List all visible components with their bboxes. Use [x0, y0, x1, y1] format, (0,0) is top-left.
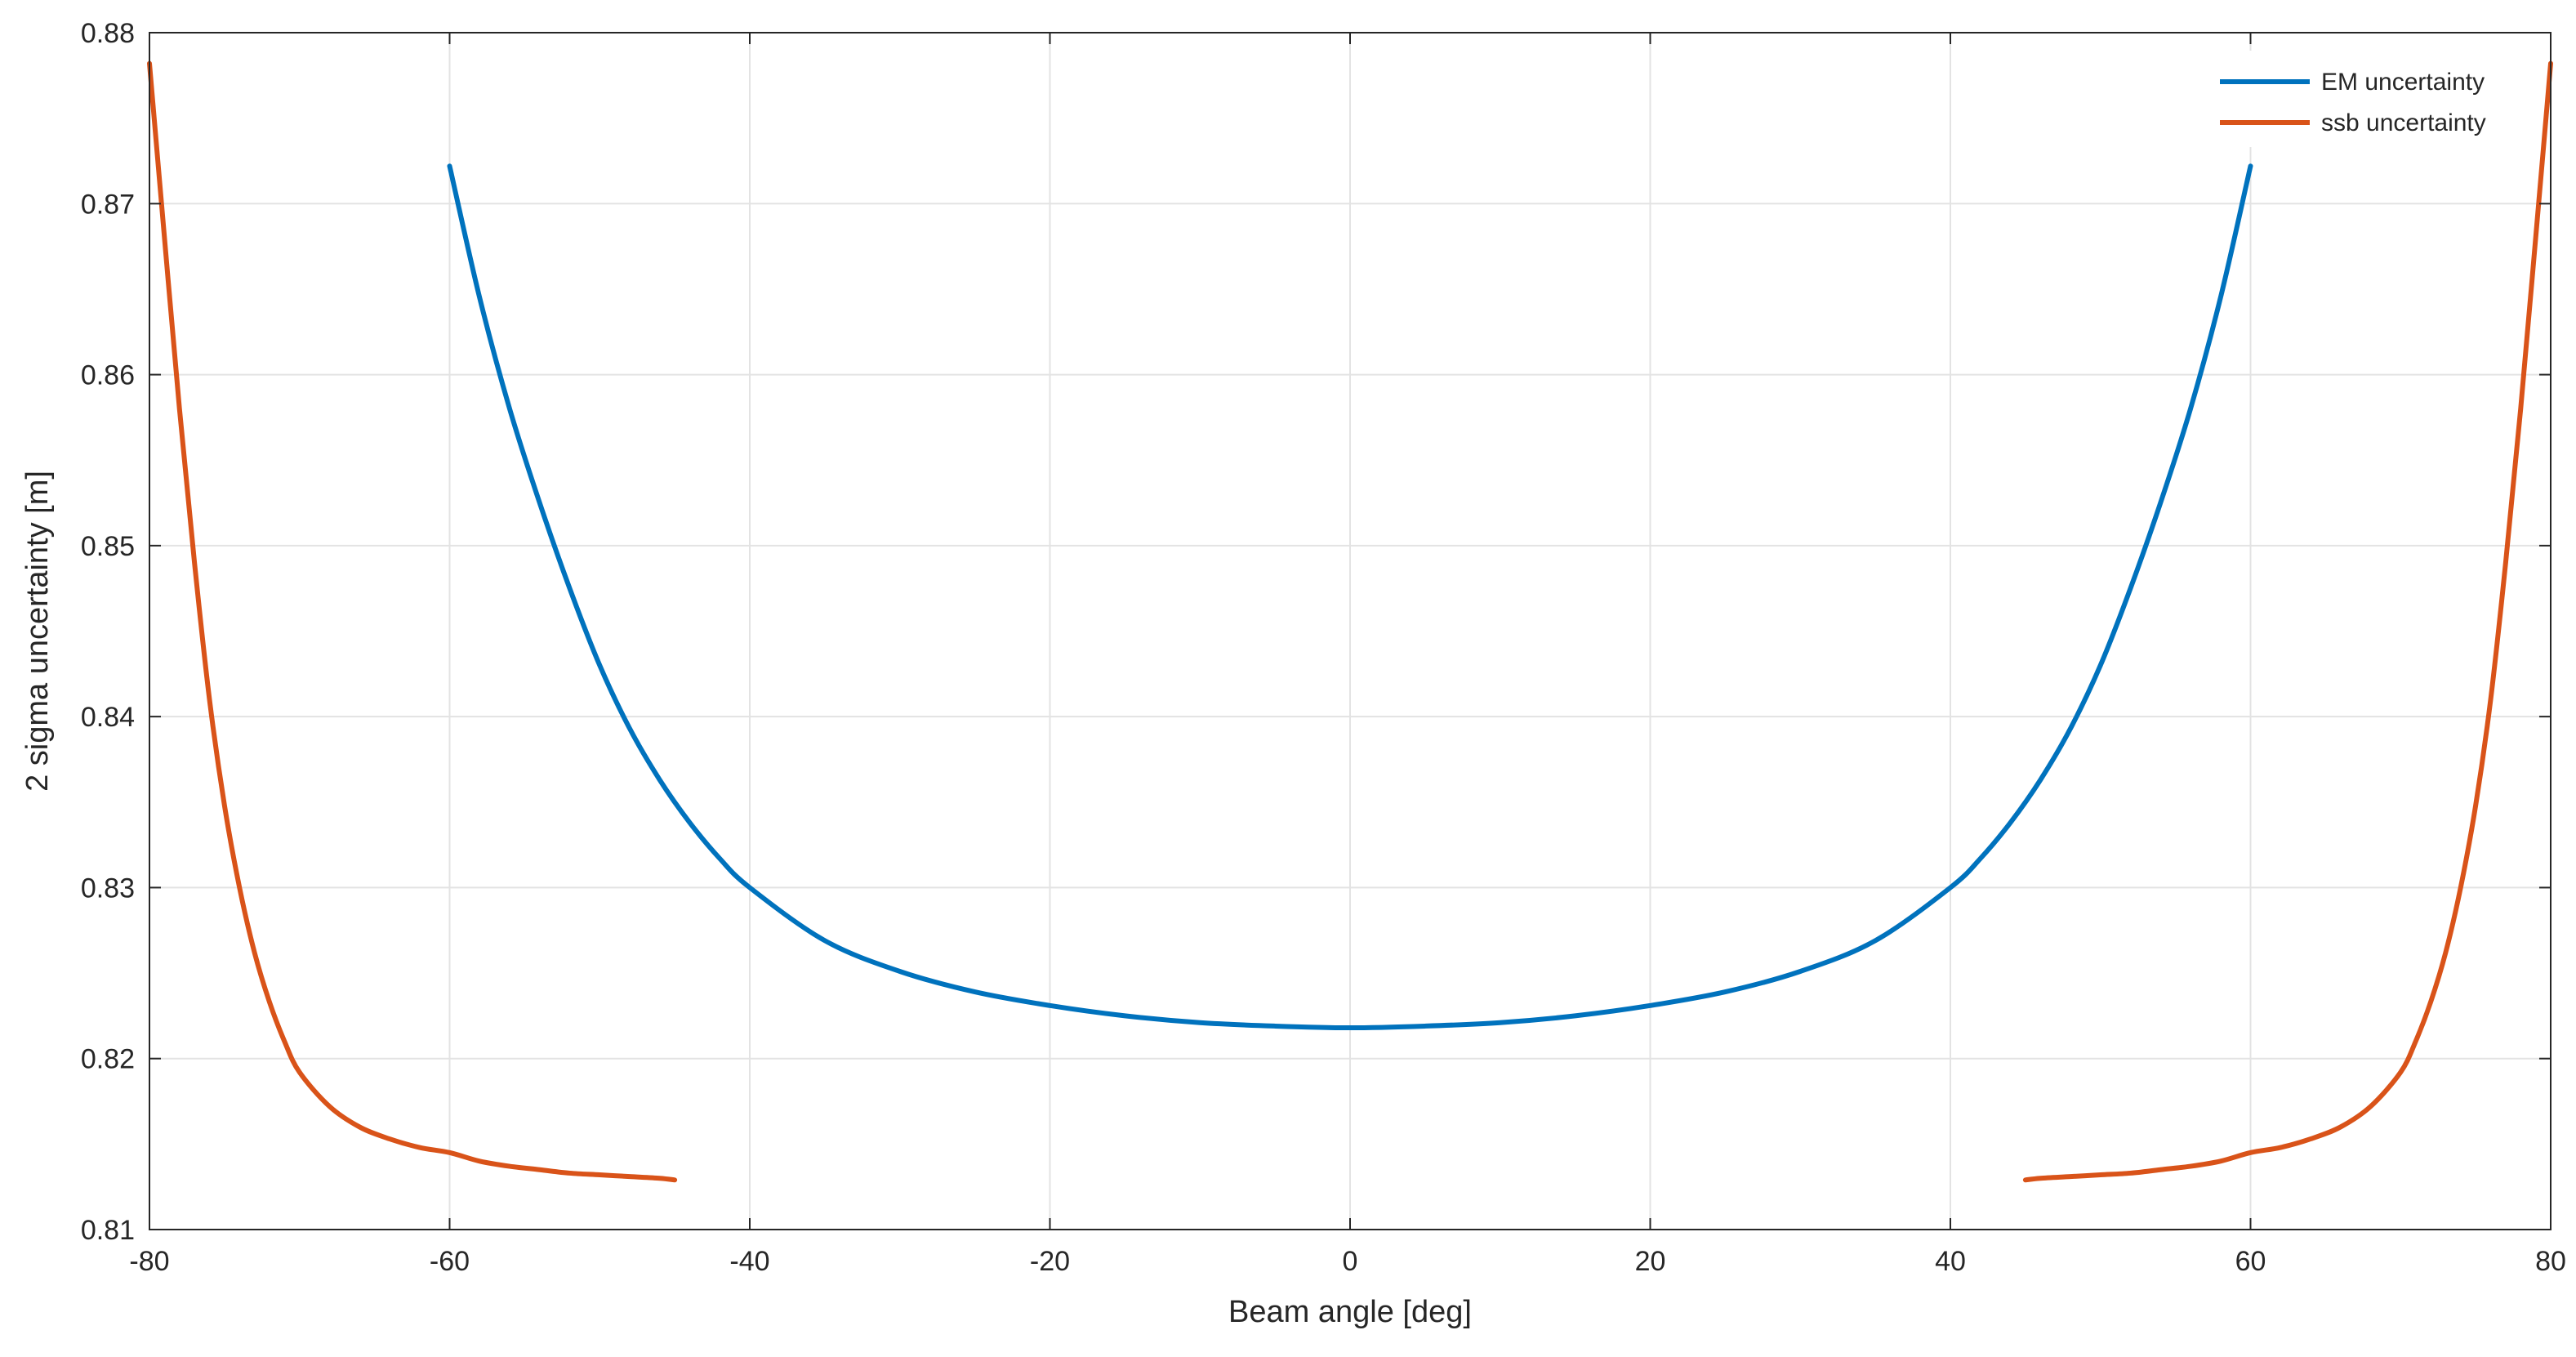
x-tick-label: 60	[2235, 1246, 2266, 1277]
y-tick-label: 0.82	[81, 1044, 135, 1075]
x-tick-label: -20	[1030, 1246, 1070, 1277]
x-tick-label: -80	[129, 1246, 169, 1277]
legend-label-em-uncertainty: EM uncertainty	[2321, 69, 2485, 96]
grid-lines	[149, 32, 2551, 1230]
x-tick-label: -60	[430, 1246, 470, 1277]
y-tick-label: 0.88	[81, 18, 135, 49]
x-tick-label: 80	[2535, 1246, 2566, 1277]
series-lines	[147, 60, 2553, 1183]
y-tick-label: 0.83	[81, 873, 135, 904]
x-tick-label: 20	[1635, 1246, 1666, 1277]
y-tick-label: 0.86	[81, 360, 135, 391]
x-tick-label: 0	[1343, 1246, 1358, 1277]
tick-marks	[149, 32, 2551, 1230]
y-tick-label: 0.87	[81, 189, 135, 220]
y-tick-label: 0.84	[81, 702, 135, 733]
series-line-em-uncertainty	[447, 163, 2253, 1031]
x-axis-label: Beam angle [deg]	[1228, 1295, 1472, 1329]
y-tick-labels: 0.81 0.82 0.83 0.84 0.85 0.86 0.87 0.88	[81, 18, 135, 1246]
series-line-ssb-uncertainty	[2022, 60, 2553, 1183]
legend-box	[2197, 51, 2532, 147]
y-tick-label: 0.81	[81, 1215, 135, 1246]
x-tick-label: 40	[1935, 1246, 1966, 1277]
legend: EM uncertainty ssb uncertainty	[2197, 51, 2532, 147]
x-tick-labels: -80 -60 -40 -20 0 20 40 60 80	[129, 1246, 2565, 1277]
legend-label-ssb-uncertainty: ssb uncertainty	[2321, 109, 2486, 136]
x-tick-label: -40	[729, 1246, 769, 1277]
y-tick-label: 0.85	[81, 531, 135, 562]
series-line-ssb-uncertainty	[147, 60, 678, 1183]
y-axis-label: 2 sigma uncertainty [m]	[20, 471, 55, 792]
